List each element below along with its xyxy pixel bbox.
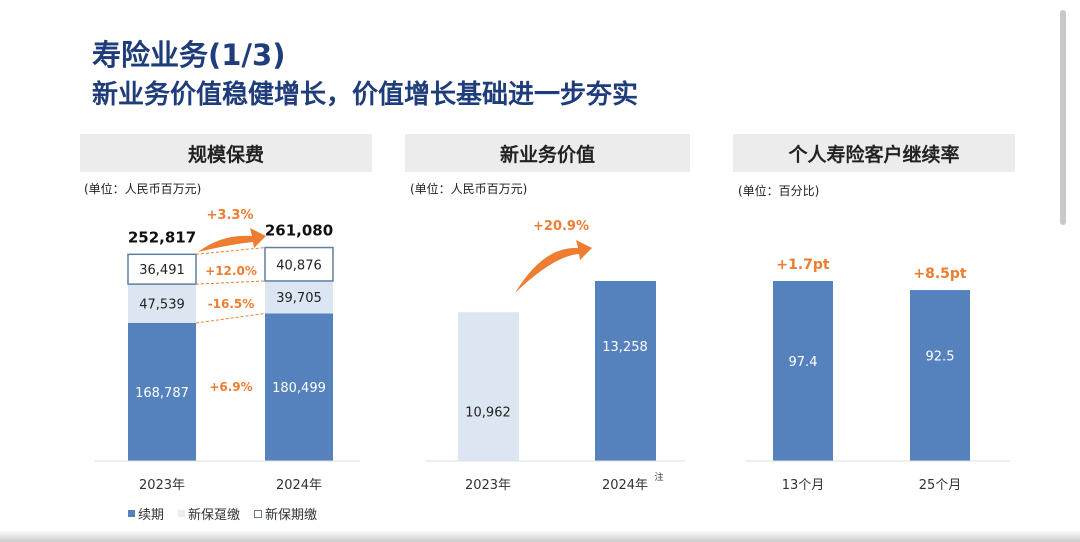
growth-arrow bbox=[515, 240, 592, 293]
note-marker: 注 bbox=[654, 471, 663, 483]
bar-label: 40,876 bbox=[276, 258, 322, 273]
growth-label: +8.5pt bbox=[913, 266, 967, 282]
legend-item: 新保期缴 bbox=[254, 504, 317, 523]
total-label: 252,817 bbox=[128, 228, 196, 246]
bar-label: 97.4 bbox=[789, 355, 818, 370]
bar-label: 10,962 bbox=[465, 406, 511, 421]
legend-label: 新保期缴 bbox=[265, 508, 318, 523]
total-label: 261,080 bbox=[265, 222, 333, 240]
growth-label: +1.7pt bbox=[776, 257, 830, 273]
legend-swatch bbox=[254, 509, 263, 518]
scrollbar[interactable] bbox=[1058, 0, 1068, 230]
legend-swatch bbox=[178, 510, 186, 517]
bar-segment bbox=[265, 280, 333, 314]
bar bbox=[458, 312, 519, 461]
bar-segment bbox=[264, 246, 334, 282]
legend-item: 续期 bbox=[128, 504, 164, 523]
bar bbox=[910, 290, 970, 461]
bottom-shadow bbox=[0, 530, 1080, 542]
bar bbox=[773, 281, 833, 461]
connector-line bbox=[195, 247, 266, 255]
bar-label: 180,499 bbox=[272, 381, 326, 396]
bar-segment bbox=[128, 323, 196, 461]
bar-label: 168,787 bbox=[135, 386, 189, 401]
panel-title-nbv: 新业务价值 bbox=[405, 134, 690, 172]
growth-label: +3.3% bbox=[207, 208, 254, 223]
x-tick-label: 2023年 bbox=[465, 478, 511, 493]
x-tick-label: 2024年 bbox=[276, 478, 322, 493]
bar-segment bbox=[265, 313, 333, 461]
growth-label: +12.0% bbox=[205, 264, 257, 278]
legend-label: 新保趸缴 bbox=[188, 508, 241, 523]
bar-segment bbox=[127, 253, 197, 285]
x-tick-label: 25个月 bbox=[919, 478, 962, 493]
legend: 续期 新保趸缴 新保期缴 bbox=[128, 504, 317, 523]
bar-label: 47,539 bbox=[139, 298, 185, 313]
growth-label: -16.5% bbox=[208, 297, 255, 311]
panel-title-persistency: 个人寿险客户继续率 bbox=[733, 134, 1015, 172]
page-subtitle: 新业务价值稳健增长，价值增长基础进一步夯实 bbox=[92, 80, 639, 110]
scrollbar-thumb[interactable] bbox=[1060, 10, 1066, 225]
x-tick-label: 13个月 bbox=[782, 478, 825, 493]
legend-swatch bbox=[128, 510, 135, 517]
x-tick-label: 2023年 bbox=[139, 478, 185, 493]
legend-item: 新保趸缴 bbox=[178, 504, 240, 523]
unit-label: (单位：百分比) bbox=[738, 184, 820, 198]
bar-label: 13,258 bbox=[602, 340, 648, 355]
unit-label: (单位：人民币百万元) bbox=[410, 182, 528, 196]
bar-label: 92.5 bbox=[926, 350, 955, 365]
page-title: 寿险业务(1/3) bbox=[92, 38, 286, 72]
growth-arrow bbox=[198, 228, 266, 252]
legend-label: 续期 bbox=[138, 508, 165, 523]
panel-title-premium: 规模保费 bbox=[80, 134, 372, 172]
connector-line bbox=[195, 280, 266, 285]
growth-label: +20.9% bbox=[533, 219, 589, 234]
growth-label: +6.9% bbox=[209, 380, 252, 394]
unit-label: (单位：人民币百万元) bbox=[84, 182, 202, 196]
bar bbox=[595, 281, 656, 461]
x-tick-label: 2024年 bbox=[602, 478, 648, 493]
bar-segment bbox=[128, 284, 196, 323]
connector-line bbox=[195, 312, 266, 324]
bar-label: 36,491 bbox=[139, 263, 185, 278]
bar-label: 39,705 bbox=[276, 291, 322, 306]
